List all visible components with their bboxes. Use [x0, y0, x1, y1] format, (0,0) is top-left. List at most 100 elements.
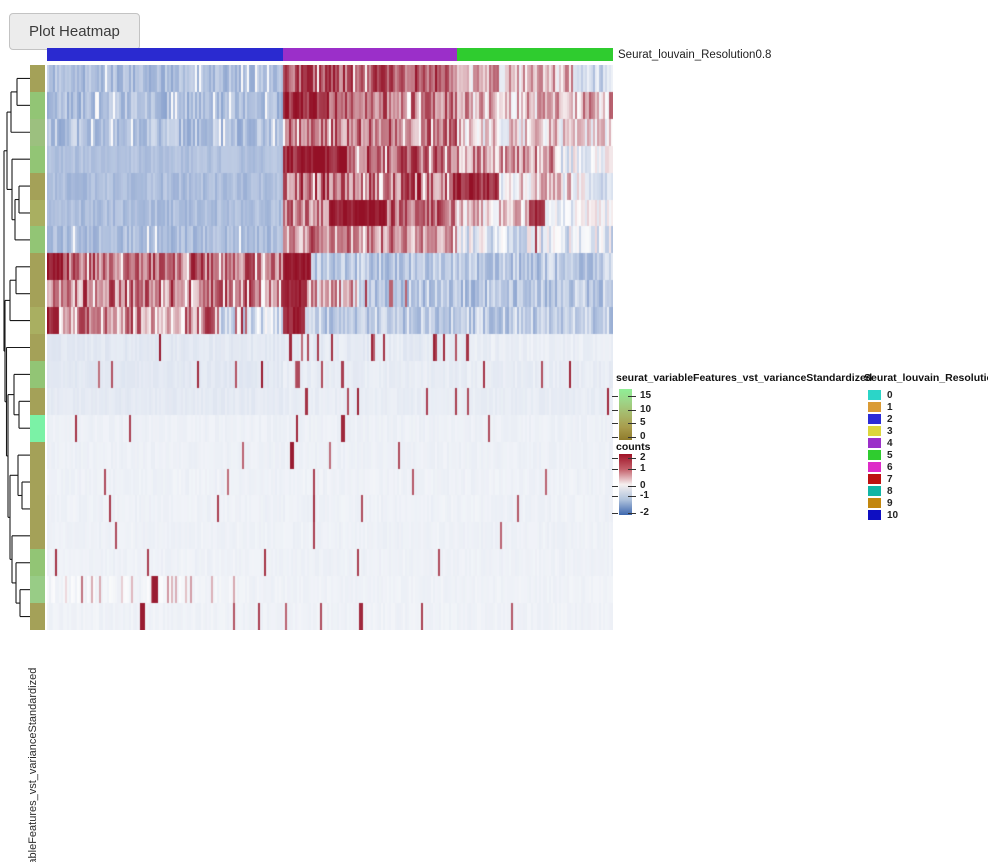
tick-label: 0 [640, 480, 646, 491]
cluster-label: 1 [887, 401, 893, 413]
row-annotation-cell [30, 145, 45, 173]
tick-dash [628, 437, 636, 438]
cluster-color-swatch [868, 449, 881, 461]
counts-gradient-bar [619, 454, 632, 515]
legend-clusters: Seurat_louvain_Resolution0.8 01234567891… [864, 372, 988, 521]
cluster-label: 3 [887, 425, 893, 437]
row-annotation-cell [30, 495, 45, 523]
cluster-color-swatch [868, 389, 881, 401]
tick-dash [612, 469, 618, 470]
cluster-color-swatch [868, 401, 881, 413]
tick-dash [612, 423, 618, 424]
cluster-color-swatch [868, 437, 881, 449]
tick-dash [628, 486, 636, 487]
variance-gradient-bar [619, 389, 632, 440]
row-annotation-cell [30, 65, 45, 92]
column-annotation-bar [47, 48, 613, 61]
row-annotation-cell [30, 280, 45, 308]
heatmap-canvas [47, 65, 613, 630]
cluster-legend-item: 0 [864, 389, 988, 401]
row-annotation-cell [30, 334, 45, 361]
cluster-legend-item: 1 [864, 401, 988, 413]
cluster-label: 4 [887, 437, 893, 449]
row-annotation-cell [30, 414, 45, 442]
row-annotation-axis-label: seurat_variableFeatures_vst_varianceStan… [27, 667, 39, 862]
legend-counts: counts 2 1 0 -1 -2 [612, 441, 736, 518]
legend-counts-title: counts [616, 441, 651, 453]
row-annotation-cell [30, 118, 45, 146]
tick-label: 10 [640, 403, 652, 415]
tick-dash [628, 458, 636, 459]
cluster-color-swatch [868, 473, 881, 485]
tick-dash [612, 458, 618, 459]
cluster-color-swatch [868, 461, 881, 473]
column-annotation-segment [457, 48, 613, 61]
tick-dash [612, 437, 618, 438]
tick-dash [612, 513, 618, 514]
row-dendrogram [3, 77, 30, 618]
row-annotation-cell [30, 549, 45, 577]
tick-dash [612, 486, 618, 487]
row-annotation-cell [30, 441, 45, 469]
legend-variance-title: seurat_variableFeatures_vst_varianceStan… [616, 372, 873, 384]
tick-label: 1 [640, 463, 646, 474]
row-annotation-cell [30, 172, 45, 200]
row-annotation-cell [30, 522, 45, 550]
cluster-color-swatch [868, 497, 881, 509]
column-annotation-label: Seurat_louvain_Resolution0.8 [618, 49, 772, 61]
row-annotation-cell [30, 387, 45, 415]
tick-label: 0 [640, 431, 646, 442]
tick-dash [628, 496, 636, 497]
tick-dash [628, 513, 636, 514]
legend-clusters-title: Seurat_louvain_Resolution0.8 [864, 372, 988, 384]
tick-dash [612, 396, 618, 397]
tick-dash [612, 496, 618, 497]
row-annotation-column [30, 65, 45, 631]
row-annotation-cell [30, 603, 45, 631]
cluster-label: 9 [887, 497, 893, 509]
tick-dash [628, 396, 636, 397]
tick-label: -2 [640, 507, 649, 518]
row-annotation-cell [30, 226, 45, 254]
cluster-label: 7 [887, 473, 893, 485]
tick-dash [628, 469, 636, 470]
cluster-label: 5 [887, 449, 893, 461]
cluster-legend-item: 3 [864, 425, 988, 437]
row-annotation-cell [30, 576, 45, 604]
row-annotation-cell [30, 468, 45, 496]
cluster-color-swatch [868, 425, 881, 437]
legend-clusters-list: 0 1 2 3 4 5 6 7 8 9 10 [864, 389, 988, 521]
cluster-legend-item: 8 [864, 485, 988, 497]
cluster-color-swatch [868, 485, 881, 497]
row-annotation-cell [30, 360, 45, 388]
tick-dash [612, 409, 618, 411]
row-annotation-cell [30, 199, 45, 227]
cluster-label: 6 [887, 461, 893, 473]
cluster-legend-item: 10 [864, 509, 988, 521]
cluster-legend-item: 7 [864, 473, 988, 485]
cluster-legend-item: 2 [864, 413, 988, 425]
cluster-legend-item: 6 [864, 461, 988, 473]
cluster-label: 8 [887, 485, 893, 497]
tick-dash [628, 423, 636, 424]
cluster-legend-item: 5 [864, 449, 988, 461]
tick-label: -1 [640, 490, 649, 501]
row-annotation-cell [30, 91, 45, 119]
column-annotation-segment [47, 48, 284, 61]
tick-label: 15 [640, 390, 652, 401]
legend-variance: seurat_variableFeatures_vst_varianceStan… [612, 372, 916, 442]
cluster-label: 2 [887, 413, 893, 425]
tick-label: 5 [640, 417, 646, 428]
column-annotation-segment [283, 48, 458, 61]
cluster-label: 10 [887, 509, 899, 521]
cluster-color-swatch [868, 509, 881, 521]
cluster-legend-item: 4 [864, 437, 988, 449]
tick-dash [628, 409, 636, 411]
cluster-color-swatch [868, 413, 881, 425]
tick-label: 2 [640, 452, 646, 463]
plot-heatmap-button[interactable]: Plot Heatmap [9, 13, 140, 50]
cluster-legend-item: 9 [864, 497, 988, 509]
row-annotation-cell [30, 307, 45, 335]
cluster-label: 0 [887, 389, 893, 401]
